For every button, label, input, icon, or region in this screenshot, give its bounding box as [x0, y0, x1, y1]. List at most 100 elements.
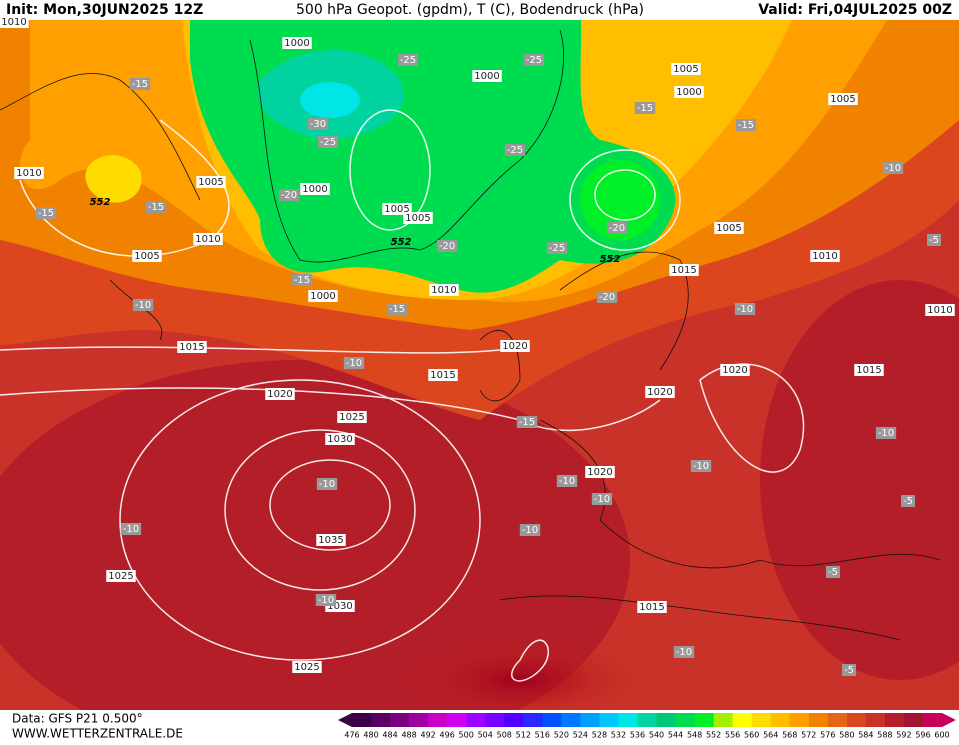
- colorbar-label: 532: [611, 731, 626, 740]
- colorbar-segment: [523, 713, 543, 727]
- isobar-label-box: [828, 93, 858, 105]
- website: WWW.WETTERZENTRALE.DE: [12, 727, 183, 741]
- isobar-label-box: [669, 264, 699, 276]
- temperature-label: -5: [903, 496, 913, 507]
- isobar-label: 1000: [474, 71, 499, 82]
- isobar-label: 1015: [430, 370, 455, 381]
- temperature-label-box: [556, 475, 578, 487]
- isobar-label: 1005: [405, 213, 430, 224]
- temperature-label: -15: [132, 79, 148, 90]
- temperature-label: -20: [281, 190, 297, 201]
- colorbar-segment: [732, 713, 753, 727]
- colorbar-segment: [637, 713, 658, 727]
- isobar-label-box: [14, 167, 44, 179]
- isobar-label-box: [810, 250, 840, 262]
- temperature-label-box: [278, 189, 300, 201]
- isobar-label: 1000: [310, 291, 335, 302]
- temperature-label-box: [317, 136, 339, 148]
- temperature-label-box: [927, 234, 941, 246]
- isobar-label-box: [403, 212, 433, 224]
- colorbar-label: 508: [497, 731, 512, 740]
- isobar-label-box: [282, 37, 312, 49]
- temperature-label-box: [523, 54, 545, 66]
- temperature-label: -25: [507, 145, 523, 156]
- isobar-label: 1010: [927, 305, 952, 316]
- temperature-label: -25: [400, 55, 416, 66]
- temperature-label: -20: [599, 292, 615, 303]
- colorbar-label: 492: [420, 731, 435, 740]
- colorbar-arrow-high: [942, 713, 956, 727]
- isobar-label-box: [300, 183, 330, 195]
- height-label: 552: [600, 254, 621, 265]
- colorbar-label: 520: [554, 731, 569, 740]
- colorbar-segment: [447, 713, 467, 727]
- temperature-label-box: [316, 478, 338, 490]
- temperature-label-box: [591, 493, 613, 505]
- isobar-label: 1020: [647, 387, 672, 398]
- isobar-label-box: [720, 364, 750, 376]
- temperature-label: -10: [594, 494, 610, 505]
- temperature-label: -15: [38, 208, 54, 219]
- colorbar-label: 536: [630, 731, 645, 740]
- temperature-label-box: [735, 119, 757, 131]
- temperature-label-box: [842, 664, 856, 676]
- colorbar-segment: [466, 713, 486, 727]
- height-label: 552: [391, 237, 412, 248]
- temperature-label: -5: [828, 567, 838, 578]
- isobar-label: 1020: [267, 389, 292, 400]
- isobar-label: 1035: [318, 535, 343, 546]
- isobar-label-box: [585, 466, 615, 478]
- isobar-label-box: [265, 388, 295, 400]
- isobar-label: 1005: [384, 204, 409, 215]
- temperature-label: -10: [346, 358, 362, 369]
- temperature-label-box: [291, 274, 313, 286]
- isobar-label-box: [472, 70, 502, 82]
- temperature-label: -10: [559, 476, 575, 487]
- colorbar-label: 568: [782, 731, 797, 740]
- temperature-label: -10: [885, 163, 901, 174]
- temperature-label-box: [343, 357, 365, 369]
- height-label: 552: [90, 197, 111, 208]
- temperature-label-box: [901, 495, 915, 507]
- isobar-label: 1025: [108, 571, 133, 582]
- colorbar-label: 572: [801, 731, 816, 740]
- colorbar-label: 528: [592, 731, 607, 740]
- isobar-label: 1025: [339, 412, 364, 423]
- temperature-label: -10: [878, 428, 894, 439]
- isobar-label-box: [316, 534, 346, 546]
- colorbar-segment: [485, 713, 505, 727]
- colorbar-label: 516: [535, 731, 550, 740]
- isobar-label-box: [854, 364, 884, 376]
- isobar-label-box: [671, 63, 701, 75]
- colorbar-segment: [789, 713, 810, 727]
- colorbar-label: 544: [668, 731, 683, 740]
- temperature-label: -15: [637, 103, 653, 114]
- isobar-label: 1000: [676, 87, 701, 98]
- colorbar-label: 560: [744, 731, 759, 740]
- isobar-label: 1030: [327, 434, 352, 445]
- colorbar-segment: [694, 713, 715, 727]
- header-bar: [0, 0, 959, 20]
- isobar-label-box: [106, 570, 136, 582]
- colorbar-segment: [580, 713, 600, 727]
- temperature-label-box: [129, 78, 151, 90]
- colorbar-label: 540: [649, 731, 664, 740]
- temperature-label-box: [35, 207, 57, 219]
- isobar-label-box: [325, 433, 355, 445]
- colorbar-label: 524: [573, 731, 588, 740]
- colorbar-segment: [884, 713, 905, 727]
- isobar-label: 1030: [327, 601, 352, 612]
- isobar-label: 1005: [673, 64, 698, 75]
- colorbar-label: 556: [725, 731, 740, 740]
- colorbar-segment: [903, 713, 924, 727]
- isobar-label: 1000: [284, 38, 309, 49]
- isobar-label: 1010: [195, 234, 220, 245]
- isobar-label: 1020: [722, 365, 747, 376]
- isobar-label: 1020: [502, 341, 527, 352]
- colorbar-segment: [428, 713, 448, 727]
- colorbar-segment: [865, 713, 886, 727]
- colorbar-segment: [846, 713, 867, 727]
- colorbar-segment: [618, 713, 638, 727]
- colorbar-label: 596: [915, 731, 930, 740]
- temperature-label-box: [132, 299, 154, 311]
